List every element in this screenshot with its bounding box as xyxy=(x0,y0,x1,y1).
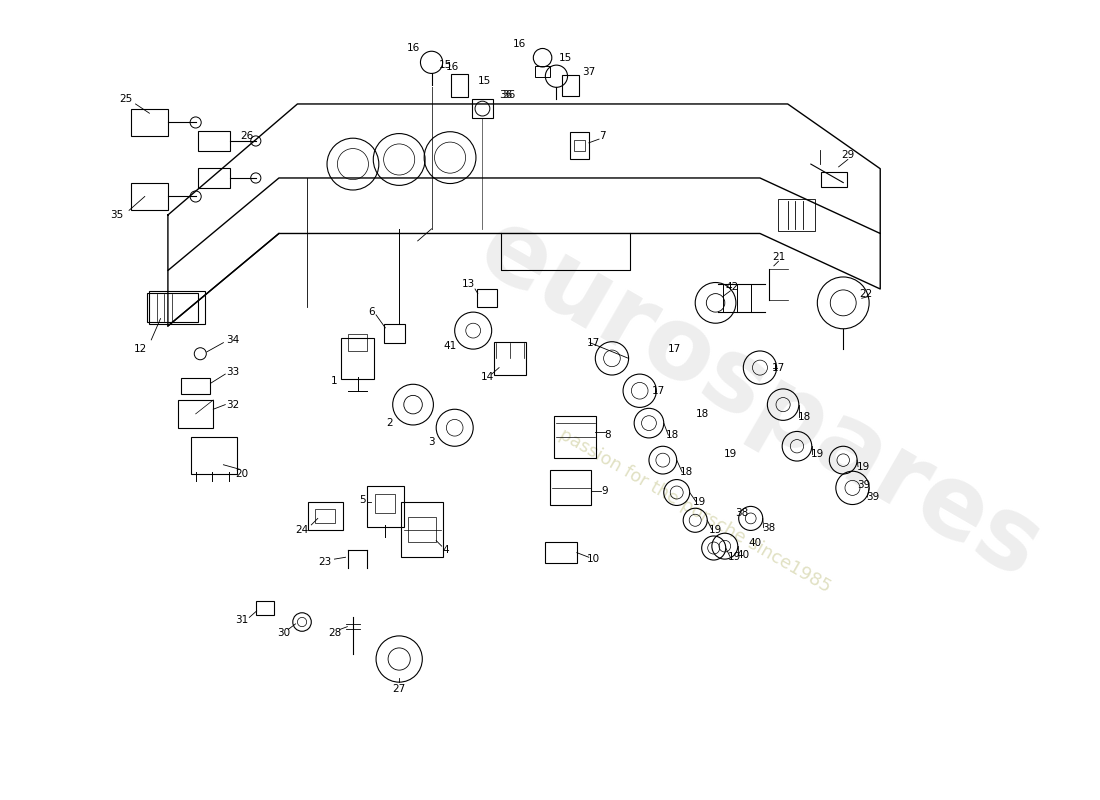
Text: 41: 41 xyxy=(443,342,456,351)
Text: 30: 30 xyxy=(277,628,290,638)
Text: 19: 19 xyxy=(693,497,706,506)
Text: 18: 18 xyxy=(666,430,679,440)
Bar xyxy=(191,437,238,474)
Bar xyxy=(554,416,596,458)
Text: 40: 40 xyxy=(749,538,762,548)
Bar xyxy=(494,342,527,374)
Text: 18: 18 xyxy=(680,467,693,477)
Text: 36: 36 xyxy=(502,90,515,100)
Bar xyxy=(131,109,168,136)
Text: 8: 8 xyxy=(604,430,611,440)
Text: 10: 10 xyxy=(587,554,600,564)
Text: 15: 15 xyxy=(477,76,491,86)
Text: 39: 39 xyxy=(866,492,880,502)
Bar xyxy=(408,517,437,542)
Text: 27: 27 xyxy=(393,684,406,694)
Text: 16: 16 xyxy=(447,62,460,72)
Bar xyxy=(147,293,198,322)
Bar xyxy=(375,494,396,513)
Text: 14: 14 xyxy=(481,372,494,382)
Text: 23: 23 xyxy=(319,557,332,567)
Bar xyxy=(472,99,493,118)
Bar xyxy=(178,400,213,428)
Text: 38: 38 xyxy=(762,522,776,533)
Text: 12: 12 xyxy=(133,344,146,354)
Text: 35: 35 xyxy=(110,210,123,220)
Text: 32: 32 xyxy=(226,400,240,410)
Bar xyxy=(477,289,497,307)
Text: 15: 15 xyxy=(559,53,572,62)
Text: 24: 24 xyxy=(296,525,309,534)
Bar xyxy=(308,502,343,530)
Bar xyxy=(315,509,336,522)
Text: 19: 19 xyxy=(811,449,824,458)
Text: 6: 6 xyxy=(368,307,375,317)
Bar xyxy=(574,140,585,151)
Text: eurospares: eurospares xyxy=(462,200,1058,600)
Bar xyxy=(821,173,847,187)
Text: 33: 33 xyxy=(226,367,240,378)
Text: 19: 19 xyxy=(857,462,870,472)
Text: 37: 37 xyxy=(582,66,595,77)
Text: 26: 26 xyxy=(240,131,253,142)
Text: 39: 39 xyxy=(857,480,870,490)
Bar xyxy=(198,168,230,188)
Bar xyxy=(349,334,366,351)
Text: 16: 16 xyxy=(406,43,420,54)
Text: 29: 29 xyxy=(842,150,855,160)
Text: 34: 34 xyxy=(226,335,240,345)
Text: 40: 40 xyxy=(737,550,750,561)
Text: 9: 9 xyxy=(602,486,608,496)
Text: 31: 31 xyxy=(235,615,249,625)
Text: 19: 19 xyxy=(708,525,723,534)
Bar xyxy=(180,378,210,394)
Text: 21: 21 xyxy=(772,252,785,262)
Text: 22: 22 xyxy=(860,289,873,298)
Text: 15: 15 xyxy=(439,60,452,70)
Bar xyxy=(779,198,815,231)
Bar xyxy=(544,542,578,563)
Text: 28: 28 xyxy=(328,628,341,638)
Bar xyxy=(131,182,168,210)
Text: 38: 38 xyxy=(735,508,748,518)
Text: 18: 18 xyxy=(696,409,710,419)
Text: 4: 4 xyxy=(442,545,449,555)
Bar xyxy=(341,338,374,379)
Text: 19: 19 xyxy=(724,449,737,458)
Text: 17: 17 xyxy=(668,344,682,354)
Text: 17: 17 xyxy=(651,386,664,396)
Bar xyxy=(150,291,205,324)
Text: 3: 3 xyxy=(428,437,435,446)
Bar xyxy=(451,74,468,97)
Bar xyxy=(384,324,405,342)
Bar xyxy=(570,132,589,159)
Text: 17: 17 xyxy=(772,362,785,373)
Text: 16: 16 xyxy=(513,39,526,49)
Text: 2: 2 xyxy=(386,418,393,428)
Bar xyxy=(256,602,274,615)
Bar xyxy=(366,486,404,527)
Bar xyxy=(402,502,443,558)
Text: 5: 5 xyxy=(359,495,365,505)
Text: 36: 36 xyxy=(499,90,513,100)
Bar xyxy=(536,66,550,77)
Bar xyxy=(198,130,230,151)
Text: 17: 17 xyxy=(586,338,601,348)
Text: 42: 42 xyxy=(726,282,739,292)
Text: 20: 20 xyxy=(235,469,249,479)
Bar xyxy=(562,75,579,96)
Bar xyxy=(550,470,591,506)
Text: 7: 7 xyxy=(600,131,606,142)
Text: 13: 13 xyxy=(462,279,475,290)
Text: 25: 25 xyxy=(120,94,133,104)
Text: 18: 18 xyxy=(798,412,811,422)
Text: 19: 19 xyxy=(727,552,740,562)
Text: passion for the porsche since1985: passion for the porsche since1985 xyxy=(557,426,834,597)
Text: 1: 1 xyxy=(331,377,338,386)
